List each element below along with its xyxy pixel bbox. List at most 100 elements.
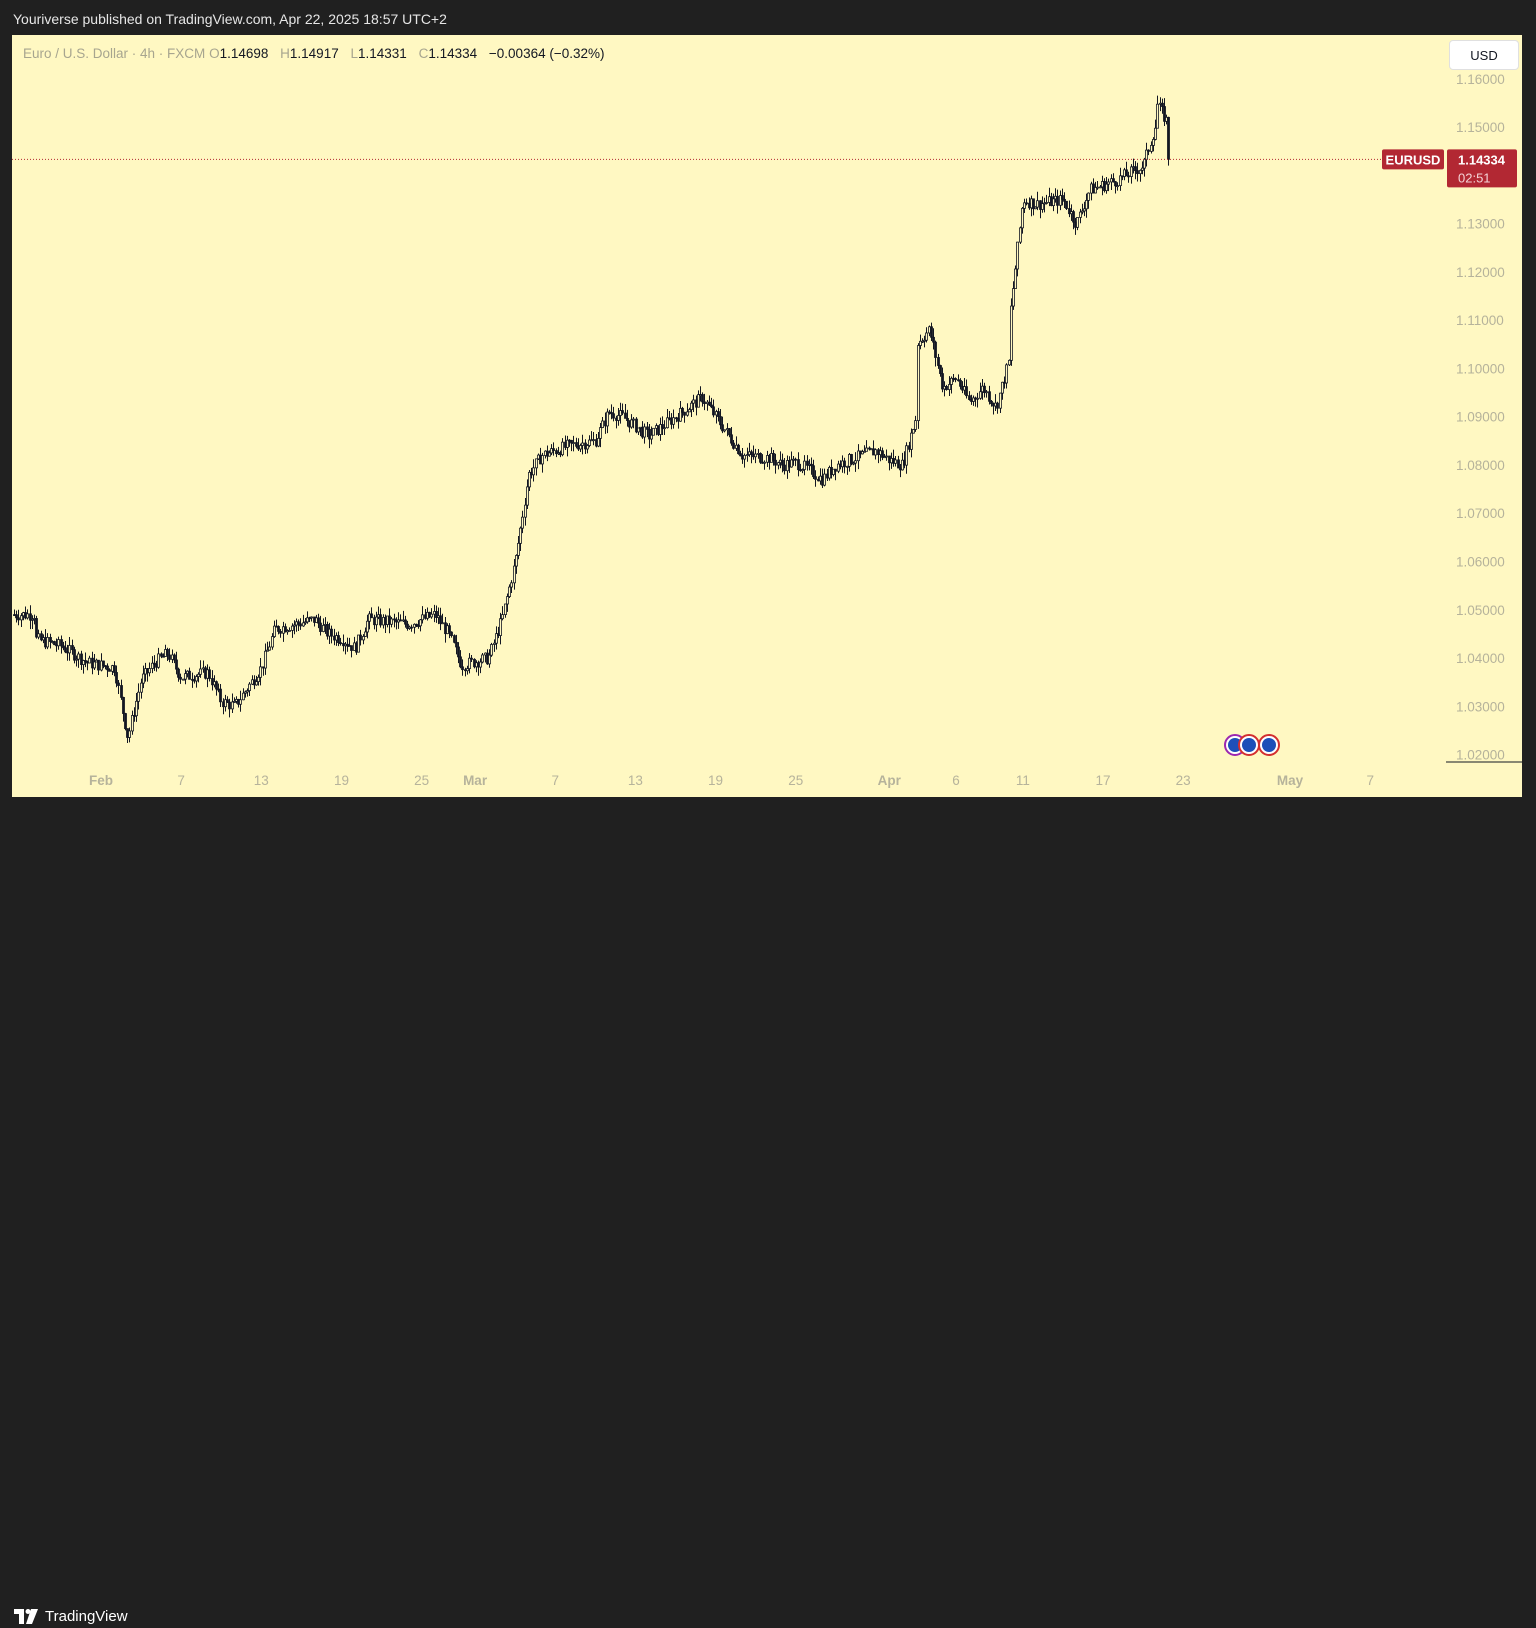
candle-up [26, 613, 29, 619]
candle-up [1152, 139, 1155, 146]
candle-up [88, 657, 91, 664]
candle-up [148, 668, 151, 674]
candle-down [719, 416, 722, 426]
candle-up [663, 427, 666, 430]
event-marker-2[interactable] [1238, 734, 1260, 756]
candle-down [435, 611, 438, 618]
candle-up [914, 420, 917, 430]
candle-down [299, 623, 302, 627]
candle-up [679, 407, 682, 422]
close-key: C [418, 46, 429, 61]
candle-down [60, 639, 63, 647]
candle-up [151, 662, 154, 669]
candle-down [1163, 106, 1166, 122]
candle-down [797, 459, 800, 471]
candle-up [1010, 305, 1013, 361]
currency-button[interactable]: USD [1449, 40, 1519, 70]
candle-up [541, 455, 544, 465]
price-tick-label: 1.06000 [1456, 554, 1505, 569]
candle-up [357, 634, 360, 653]
candle-down [124, 713, 127, 730]
tradingview-logo[interactable]: TradingView [14, 1608, 128, 1625]
candle-down [1025, 202, 1028, 205]
candle-up [746, 454, 749, 456]
time-tick-label: 25 [414, 773, 429, 788]
candle-up [466, 668, 469, 672]
chart-area[interactable]: 1.02000 1.03000 1.04000 1.05000 1.06000 1.070… [12, 35, 1522, 797]
candle-up [1087, 192, 1090, 201]
price-tick-label: 1.16000 [1456, 72, 1505, 87]
candle-up [532, 467, 535, 476]
candle-down [188, 670, 191, 680]
candle-up [259, 666, 262, 678]
candle-up [268, 646, 271, 651]
candle-down [17, 617, 20, 621]
price-tick-label: 1.15000 [1456, 120, 1505, 135]
candle-up [1036, 200, 1039, 208]
candle-up [599, 427, 602, 439]
candle-down [681, 407, 684, 413]
candle-up [1021, 207, 1024, 229]
candle-down [988, 391, 991, 402]
candle-down [379, 614, 382, 626]
candle-down [319, 622, 322, 632]
candle-up [82, 660, 85, 665]
candle-up [976, 397, 979, 400]
candle-up [1059, 195, 1062, 206]
candle-up [865, 447, 868, 452]
candle-down [703, 401, 706, 405]
candle-up [1107, 181, 1110, 185]
time-axis: Feb 7 13 19 25 Mar 7 13 19 25 Apr 6 11 17 23 May 7 [89, 773, 1374, 788]
candle-up [246, 690, 249, 693]
candle-up [506, 596, 509, 605]
candle-down [612, 413, 615, 419]
candle-up [588, 439, 591, 446]
brand-name: TradingView [45, 1608, 128, 1625]
candle-down [806, 460, 809, 466]
candle-up [777, 462, 780, 466]
candle-down [701, 394, 704, 403]
candle-down [439, 615, 442, 624]
candle-down [661, 424, 664, 429]
candle-down [175, 659, 178, 670]
price-chart[interactable]: 1.02000 1.03000 1.04000 1.05000 1.06000 1.070… [12, 35, 1522, 797]
candle-up [754, 453, 757, 458]
candle-up [266, 649, 269, 652]
candle-up [919, 340, 922, 346]
candle-up [57, 639, 60, 647]
candle-down [1127, 175, 1130, 178]
candle-down [15, 614, 18, 619]
candle-up [566, 439, 569, 448]
candle-down [49, 637, 52, 642]
candle-up [894, 459, 897, 464]
price-tick-label: 1.13000 [1456, 217, 1505, 232]
candle-down [1125, 169, 1128, 177]
candle-up [659, 424, 662, 435]
candle-down [990, 400, 993, 405]
price-tick-label: 1.11000 [1456, 313, 1504, 328]
candle-down [710, 404, 713, 408]
candle-up [837, 463, 840, 472]
candle-up [501, 614, 504, 620]
candle-up [508, 586, 511, 597]
event-marker-3[interactable] [1258, 734, 1280, 756]
candle-up [923, 339, 926, 342]
candle-down [117, 682, 120, 686]
candle-down [179, 676, 182, 680]
price-tick-label: 1.12000 [1456, 265, 1505, 280]
candle-up [1005, 364, 1008, 384]
candle-up [1041, 203, 1044, 210]
candle-up [948, 384, 951, 391]
candle-down [410, 626, 413, 629]
candle-up [1156, 103, 1159, 129]
candle-down [64, 647, 67, 653]
candle-down [774, 459, 777, 466]
candle-up [637, 427, 640, 433]
candle-down [35, 618, 38, 638]
low-value: 1.14331 [358, 46, 407, 61]
tradingview-icon [14, 1609, 39, 1624]
candle-down [812, 465, 815, 478]
candle-up [1012, 288, 1015, 307]
candle-up [723, 429, 726, 432]
candle-down [297, 621, 300, 625]
